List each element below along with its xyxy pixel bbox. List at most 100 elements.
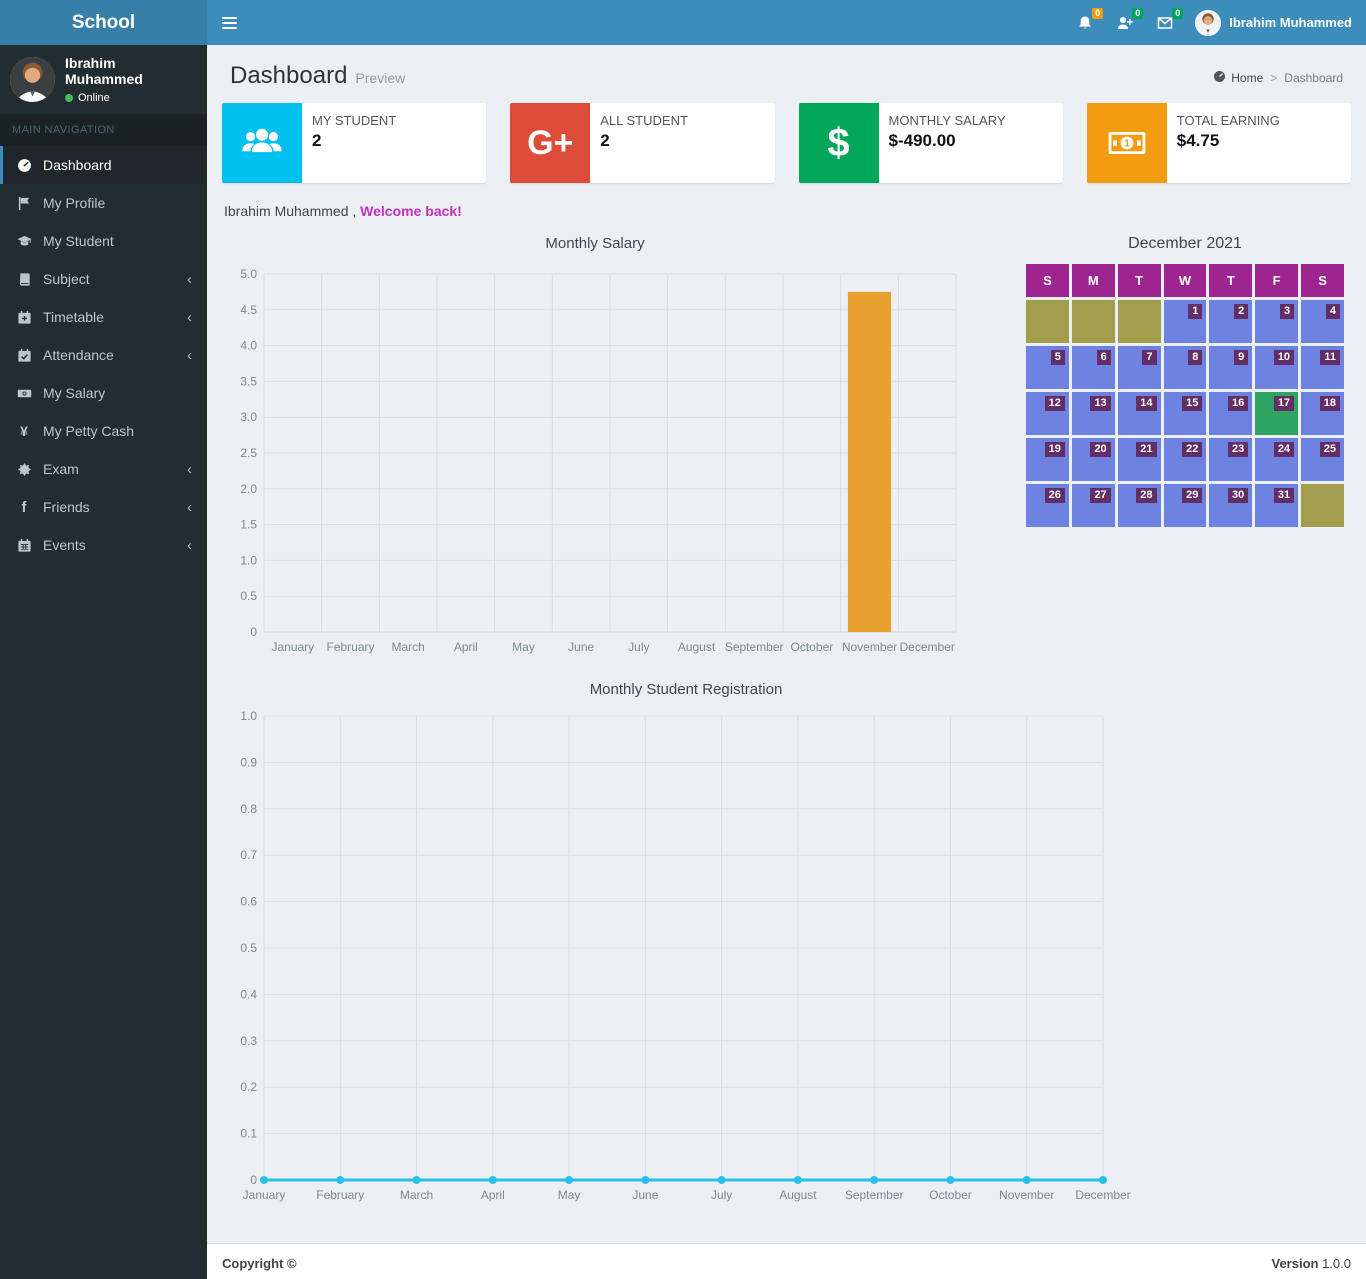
money-icon: 1 [1108,132,1146,154]
svg-text:February: February [316,1188,364,1202]
calendar-day-number: 13 [1090,396,1111,412]
chart-title: Monthly Student Registration [589,681,783,698]
sidebar-item-label: Events [43,537,86,553]
calendar-day-cell[interactable]: 11 [1301,346,1344,389]
calendar-day-number: 26 [1044,488,1065,504]
info-box-value: 2 [600,131,610,150]
calendar-day-number: 19 [1044,442,1065,458]
calendar-day-cell[interactable]: 7 [1117,346,1161,389]
calendar-empty-cell [1071,300,1115,343]
welcome-message: Ibrahim Muhammed , Welcome back! [224,203,462,219]
hamburger-icon [222,16,237,19]
calendar-day-cell[interactable]: 3 [1255,300,1299,343]
svg-text:1: 1 [1124,139,1130,150]
sidebar-item-my-profile[interactable]: My Profile [0,184,207,222]
calendar-day-cell[interactable]: 22 [1163,438,1207,481]
calendar-empty-cell [1117,300,1161,343]
calendar-day-cell[interactable]: 16 [1209,392,1253,435]
calendar-day-cell[interactable]: 12 [1026,392,1069,435]
sidebar-item-my-petty-cash[interactable]: ¥ My Petty Cash [0,412,207,450]
calendar-day-number: 12 [1044,396,1065,412]
sidebar-item-label: Subject [43,271,90,287]
calendar-day-cell[interactable]: 8 [1163,346,1207,389]
svg-text:0.9: 0.9 [240,755,257,769]
calendar-day-cell[interactable]: 25 [1301,438,1344,481]
sidebar-item-attendance[interactable]: Attendance ‹ [0,336,207,374]
calendar-day-cell[interactable]: 24 [1255,438,1299,481]
calendar-day-cell[interactable]: 13 [1071,392,1115,435]
calendar-day-cell[interactable]: 1 [1163,300,1207,343]
sidebar-item-label: My Salary [43,385,106,401]
calendar-day-cell[interactable]: 6 [1071,346,1115,389]
money-bill-icon [15,385,33,401]
sidebar: Ibrahim Muhammed Online MAIN NAVIGATION … [0,45,207,1279]
sidebar-user-name: Ibrahim Muhammed [65,55,143,87]
calendar-day-number: 11 [1320,350,1340,366]
friend-requests-button[interactable]: 0 [1115,7,1144,33]
svg-text:4.0: 4.0 [240,339,257,353]
sidebar-item-events[interactable]: Events ‹ [0,526,207,564]
messages-button[interactable]: 0 [1155,7,1184,33]
calendar-day-cell[interactable]: 15 [1163,392,1207,435]
calendar-day-cell[interactable]: 17 [1255,392,1299,435]
svg-text:1.5: 1.5 [240,518,257,532]
svg-text:February: February [326,640,374,654]
svg-text:December: December [1075,1188,1130,1202]
calendar-empty-cell [1026,300,1069,343]
calendar-day-cell[interactable]: 28 [1117,484,1161,527]
sidebar-item-dashboard[interactable]: Dashboard [0,146,207,184]
calendar-day-cell[interactable]: 9 [1209,346,1253,389]
svg-text:0.2: 0.2 [240,1080,257,1094]
dollar-icon: $ [827,120,850,165]
info-box-value: $-490.00 [888,131,956,150]
calendar-day-cell[interactable]: 4 [1301,300,1344,343]
calendar-day-number: 4 [1325,304,1340,320]
brand-logo[interactable]: School [0,0,207,45]
calendar-day-cell[interactable]: 26 [1026,484,1069,527]
sidebar-item-my-student[interactable]: My Student [0,222,207,260]
calendar-day-cell[interactable]: 18 [1301,392,1344,435]
calendar-day-cell[interactable]: 2 [1209,300,1253,343]
calendar-day-cell[interactable]: 29 [1163,484,1207,527]
calendar-day-number: 25 [1319,442,1340,458]
svg-text:November: November [842,640,897,654]
calendar-day-cell[interactable]: 31 [1255,484,1299,527]
info-box-label: MY STUDENT [312,113,397,128]
calendar-day-cell[interactable]: 5 [1026,346,1069,389]
notifications-button[interactable]: 0 [1075,7,1104,33]
calendar-day-cell[interactable]: 27 [1071,484,1115,527]
svg-text:May: May [512,640,535,654]
calendar-day-cell[interactable]: 23 [1209,438,1253,481]
chevron-left-icon: ‹ [187,460,192,478]
svg-text:0: 0 [250,625,257,639]
sidebar-item-friends[interactable]: f Friends ‹ [0,488,207,526]
user-menu[interactable]: Ibrahim Muhammed [1195,9,1352,36]
info-box-total-earning: 1 TOTAL EARNING $4.75 [1086,103,1351,183]
facebook-icon: f [21,498,27,516]
sidebar-item-exam[interactable]: Exam ‹ [0,450,207,488]
sidebar-item-my-salary[interactable]: My Salary [0,374,207,412]
calendar-day-cell[interactable]: 10 [1255,346,1299,389]
calendar-day-cell[interactable]: 14 [1117,392,1161,435]
calendar-day-cell[interactable]: 20 [1071,438,1115,481]
breadcrumb-home-link[interactable]: Home [1213,70,1263,86]
svg-text:June: June [632,1188,658,1202]
svg-text:April: April [454,640,478,654]
copyright-text: Copyright © [222,1256,297,1271]
sidebar-item-timetable[interactable]: Timetable ‹ [0,298,207,336]
sidebar-user-panel: Ibrahim Muhammed Online [0,45,207,114]
calendar-day-cell[interactable]: 21 [1117,438,1161,481]
calendar-day-cell[interactable]: 19 [1026,438,1069,481]
sidebar-item-label: My Profile [43,195,106,211]
sidebar-toggle-button[interactable] [207,0,252,45]
page-subtitle: Preview [355,70,406,86]
calendar-day-cell[interactable]: 30 [1209,484,1253,527]
google-plus-icon: G+ [527,123,574,162]
chart-title: Monthly Salary [545,235,645,252]
svg-text:May: May [558,1188,581,1202]
sidebar-item-subject[interactable]: Subject ‹ [0,260,207,298]
svg-text:0.4: 0.4 [240,987,257,1001]
calendar-day-header: W [1163,264,1207,297]
calendar-day-number: 29 [1182,488,1203,504]
